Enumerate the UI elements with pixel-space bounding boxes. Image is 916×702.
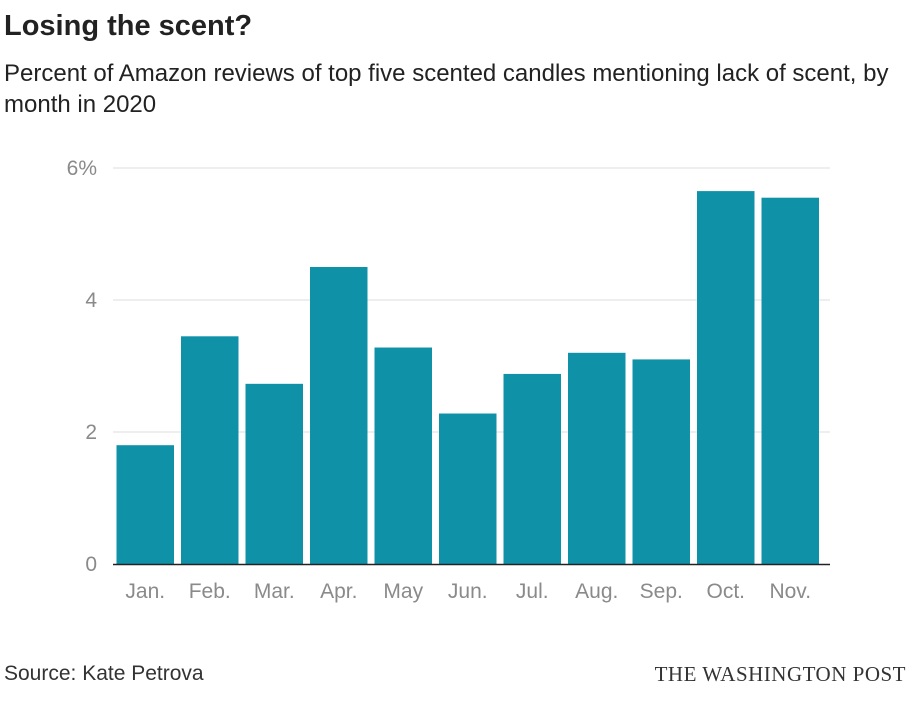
x-tick-label: Jan.	[125, 580, 165, 603]
bar	[181, 336, 239, 564]
x-tick-label: Aug.	[575, 580, 618, 603]
bar	[568, 352, 626, 564]
chart-title: Losing the scent?	[4, 10, 253, 42]
publisher-logo: THE WASHINGTON POST	[654, 662, 906, 686]
bar	[503, 373, 561, 564]
bar	[632, 359, 690, 564]
x-tick-label: Oct.	[706, 580, 745, 603]
bar	[116, 445, 174, 564]
bar	[439, 413, 497, 564]
x-tick-label: Apr.	[320, 580, 357, 603]
y-tick-label: 6%	[67, 157, 97, 180]
bar	[761, 197, 819, 564]
chart-subtitle: Percent of Amazon reviews of top five sc…	[4, 60, 889, 118]
bars	[116, 191, 819, 564]
x-tick-label: Nov.	[769, 580, 811, 603]
y-tick-label: 4	[85, 289, 97, 312]
y-tick-label: 2	[85, 421, 97, 444]
bar	[374, 347, 432, 564]
x-tick-label: Jun.	[448, 580, 488, 603]
x-axis-ticks: Jan. Feb. Mar. Apr. May Jun. Jul. Aug. Sep. Oct. N…	[125, 580, 811, 603]
x-tick-label: Jul.	[516, 580, 549, 603]
x-tick-label: Mar.	[254, 580, 295, 603]
y-axis-ticks: 0 2 4 6%	[67, 157, 98, 576]
x-tick-label: Feb.	[189, 580, 231, 603]
bar	[245, 383, 303, 564]
bar-chart: 0 2 4 6% Jan. Feb. Mar. Apr. May Jun. Jul. Aug. Sep…	[67, 157, 830, 603]
bar	[310, 267, 368, 564]
bar	[697, 191, 755, 564]
x-tick-label: Sep.	[640, 580, 683, 603]
x-tick-label: May	[383, 580, 423, 603]
source-note: Source: Kate Petrova	[4, 662, 204, 685]
y-tick-label: 0	[85, 553, 97, 576]
